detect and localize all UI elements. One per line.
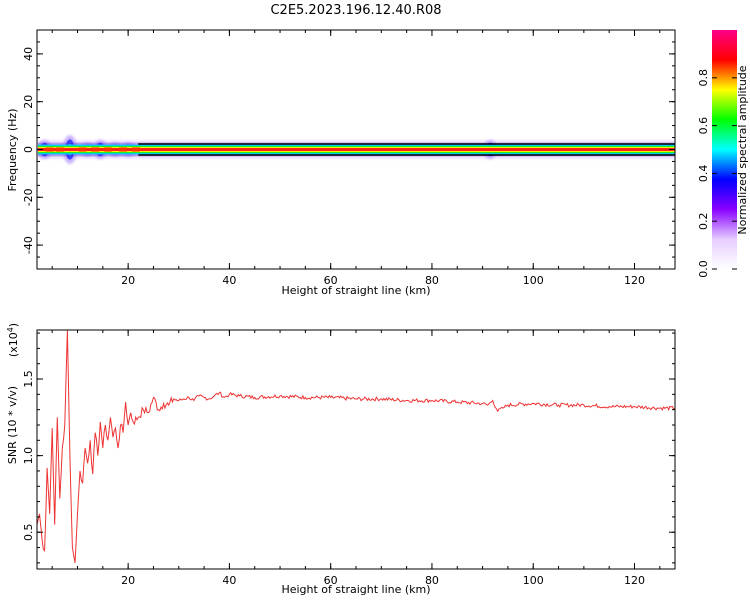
snr-y-tick-label: 0.5 — [22, 523, 35, 541]
colorbar: 0.0 0.2 0.4 0.6 0.8 Normalized spectral ampl… — [697, 30, 749, 278]
colorbar-gradient — [712, 30, 737, 269]
snr-x-tick-label: 40 — [222, 574, 236, 587]
spectrogram-y-tick-label: 20 — [22, 95, 35, 109]
colorbar-tick-label: 0.6 — [697, 117, 710, 135]
snr-x-label: Height of straight line (km) — [281, 583, 430, 596]
spectrogram-plot — [37, 135, 675, 164]
spectrogram-y-tick-label: 0 — [22, 146, 35, 153]
spectrogram-x-tick-label: 100 — [523, 274, 544, 287]
snr-x-tick-label: 120 — [624, 574, 645, 587]
spectrogram-panel: 20 40 60 80 100 120 40 20 0 -20 -40 Height of str… — [6, 29, 676, 297]
spectrogram-x-tick-label: 60 — [324, 274, 338, 287]
spectrogram-peak-segment — [55, 147, 64, 152]
figure-title: C2E5.2023.196.12.40.R08 — [270, 3, 441, 18]
spectrogram-peak-segment — [78, 147, 87, 152]
spectrogram-x-tick-label: 80 — [425, 274, 439, 287]
snr-background — [37, 330, 675, 569]
spectrogram-peak-segment — [91, 147, 100, 152]
spectrogram-y-label: Frequency (Hz) — [6, 109, 19, 192]
colorbar-tick-label: 0.2 — [697, 212, 710, 230]
snr-x-tick-label: 100 — [523, 574, 544, 587]
snr-x-tick-label: 20 — [121, 574, 135, 587]
snr-y-label: SNR (10 * v/v) — [6, 386, 19, 464]
spectrogram-y-tick-label: 40 — [22, 47, 35, 61]
spectrogram-band-red — [38, 148, 675, 151]
colorbar-tick-label: 0.0 — [697, 260, 710, 278]
spectrogram-peak-segment — [103, 147, 112, 152]
spectrogram-peak-segment — [131, 147, 140, 152]
spectrogram-y-tick-label: -20 — [22, 188, 35, 206]
snr-x-ticks: 20 40 60 80 100 120 — [51, 330, 661, 587]
spectrogram-x-ticks: 20 40 60 80 100 120 — [51, 30, 661, 287]
colorbar-label: Normalized spectral amplitude — [736, 65, 749, 234]
snr-x-tick-label: 60 — [324, 574, 338, 587]
colorbar-tick-label: 0.8 — [697, 69, 710, 87]
spectrogram-x-label: Height of straight line (km) — [281, 284, 430, 297]
colorbar-tick-label: 0.4 — [697, 165, 710, 183]
snr-y-tick-label: 1.5 — [22, 370, 35, 388]
spectrogram-peak-segment — [45, 147, 54, 152]
spectrogram-peak-segment — [119, 147, 128, 152]
colorbar-ticks: 0.0 0.2 0.4 0.6 0.8 — [697, 69, 737, 278]
spectrogram-x-tick-label: 120 — [624, 274, 645, 287]
snr-y-tick-label: 1.0 — [22, 447, 35, 465]
snr-x-tick-label: 80 — [425, 574, 439, 587]
snr-panel: 20 40 60 80 100 120 0.5 1.0 1.5 Height of strai… — [6, 323, 676, 596]
snr-plot — [36, 329, 676, 563]
spectrogram-x-tick-label: 40 — [222, 274, 236, 287]
snr-series-line — [36, 329, 676, 563]
spectrogram-x-tick-label: 20 — [121, 274, 135, 287]
snr-y-ticks: 0.5 1.0 1.5 — [22, 332, 675, 564]
spectrogram-y-tick-label: -40 — [22, 236, 35, 254]
snr-scale-label: (x104) — [6, 323, 20, 357]
spectrogram-y-ticks: 40 20 0 -20 -40 — [22, 29, 675, 270]
